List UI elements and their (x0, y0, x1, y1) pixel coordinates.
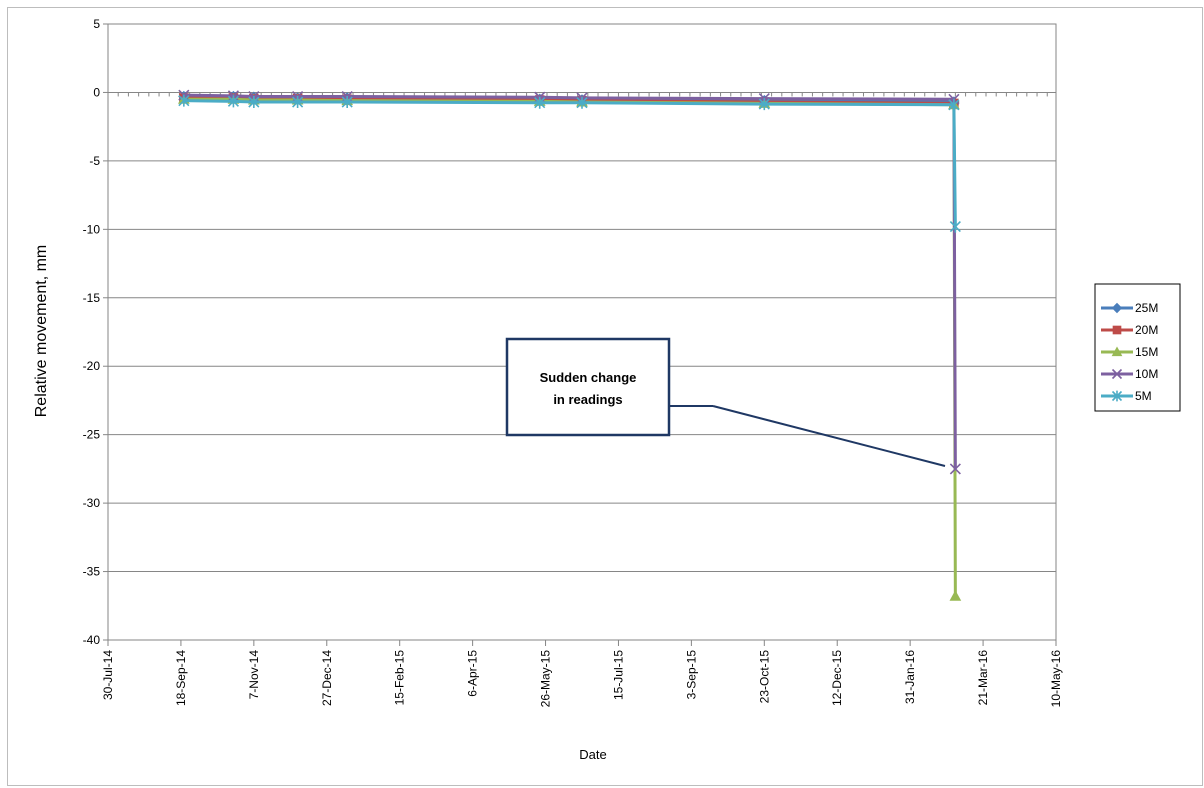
x-tick-label: 6-Apr-15 (466, 650, 480, 697)
data-point (227, 95, 239, 108)
y-tick-label: -40 (83, 633, 101, 647)
x-axis-title: Date (579, 747, 606, 762)
callout-box (505, 337, 671, 437)
legend-label: 15M (1135, 345, 1158, 359)
legend-marker (1111, 302, 1123, 314)
x-tick-label: 30-Jul-14 (101, 650, 115, 700)
legend-item: 15M (1101, 345, 1158, 359)
x-tick-label: 7-Nov-14 (247, 650, 261, 700)
data-point (758, 98, 770, 111)
y-tick-label: -35 (83, 565, 101, 579)
x-tick-label: 27-Dec-14 (320, 650, 334, 706)
legend-label: 5M (1135, 389, 1152, 403)
y-tick-label: -25 (83, 428, 101, 442)
y-tick-label: -20 (83, 359, 101, 373)
data-point (949, 220, 961, 233)
legend-label: 20M (1135, 323, 1158, 337)
chart-frame: 5 0 -5 -10 -15 -20 -25 -30 -35 -40 30-Jul-14 18-Sep… (7, 7, 1203, 786)
x-tick-label: 12-Dec-15 (830, 650, 844, 706)
data-point (949, 590, 962, 601)
legend-marker (1112, 325, 1122, 335)
callout-leader-line (712, 405, 946, 467)
data-point (341, 96, 353, 109)
legend: 25M 20M 15M 10M 5M (1094, 283, 1181, 412)
series-line (183, 99, 957, 227)
plot-area (107, 23, 1057, 641)
y-tick-label: -5 (89, 154, 100, 168)
y-tick-label: 5 (93, 17, 100, 31)
x-tick-label: 18-Sep-14 (174, 650, 188, 706)
data-point (949, 463, 961, 475)
callout-text-line-1: Sudden change (540, 370, 637, 385)
legend-box (1094, 283, 1181, 412)
x-tick-label: 21-Mar-16 (976, 650, 990, 706)
legend-item: 20M (1101, 323, 1158, 337)
legend-marker (1111, 346, 1123, 357)
legend-item: 5M (1101, 389, 1152, 403)
legend-label: 25M (1135, 301, 1158, 315)
x-tick-label: 10-May-16 (1049, 650, 1063, 708)
data-point (292, 96, 304, 109)
data-point (178, 94, 190, 107)
x-tick-label: 23-Oct-15 (757, 650, 771, 704)
data-point (534, 96, 546, 109)
y-axis-title: Relative movement, mm (33, 245, 50, 418)
series-5m (178, 94, 961, 233)
data-point (576, 96, 588, 109)
x-tick-label: 26-May-15 (539, 650, 553, 708)
data-point (248, 96, 260, 109)
x-tick-label: 31-Jan-16 (903, 650, 917, 704)
legend-marker (1111, 390, 1123, 402)
y-tick-label: -30 (83, 496, 101, 510)
y-tick-label: 0 (93, 85, 100, 99)
x-tick-label: 15-Jul-15 (611, 650, 625, 700)
series-layer (177, 89, 962, 601)
x-tick-label: 15-Feb-15 (393, 650, 407, 706)
legend-label: 10M (1135, 367, 1158, 381)
y-tick-label: -15 (83, 291, 101, 305)
legend-marker (1111, 368, 1123, 380)
legend-item: 10M (1101, 367, 1158, 381)
y-tick-label: -10 (83, 222, 101, 236)
x-tick-label: 3-Sep-15 (684, 650, 698, 700)
data-point (948, 98, 960, 111)
legend-item: 25M (1101, 301, 1158, 315)
callout-text-line-2: in readings (553, 392, 622, 407)
callout: Sudden change in readings (505, 337, 946, 467)
series-line (183, 93, 957, 469)
